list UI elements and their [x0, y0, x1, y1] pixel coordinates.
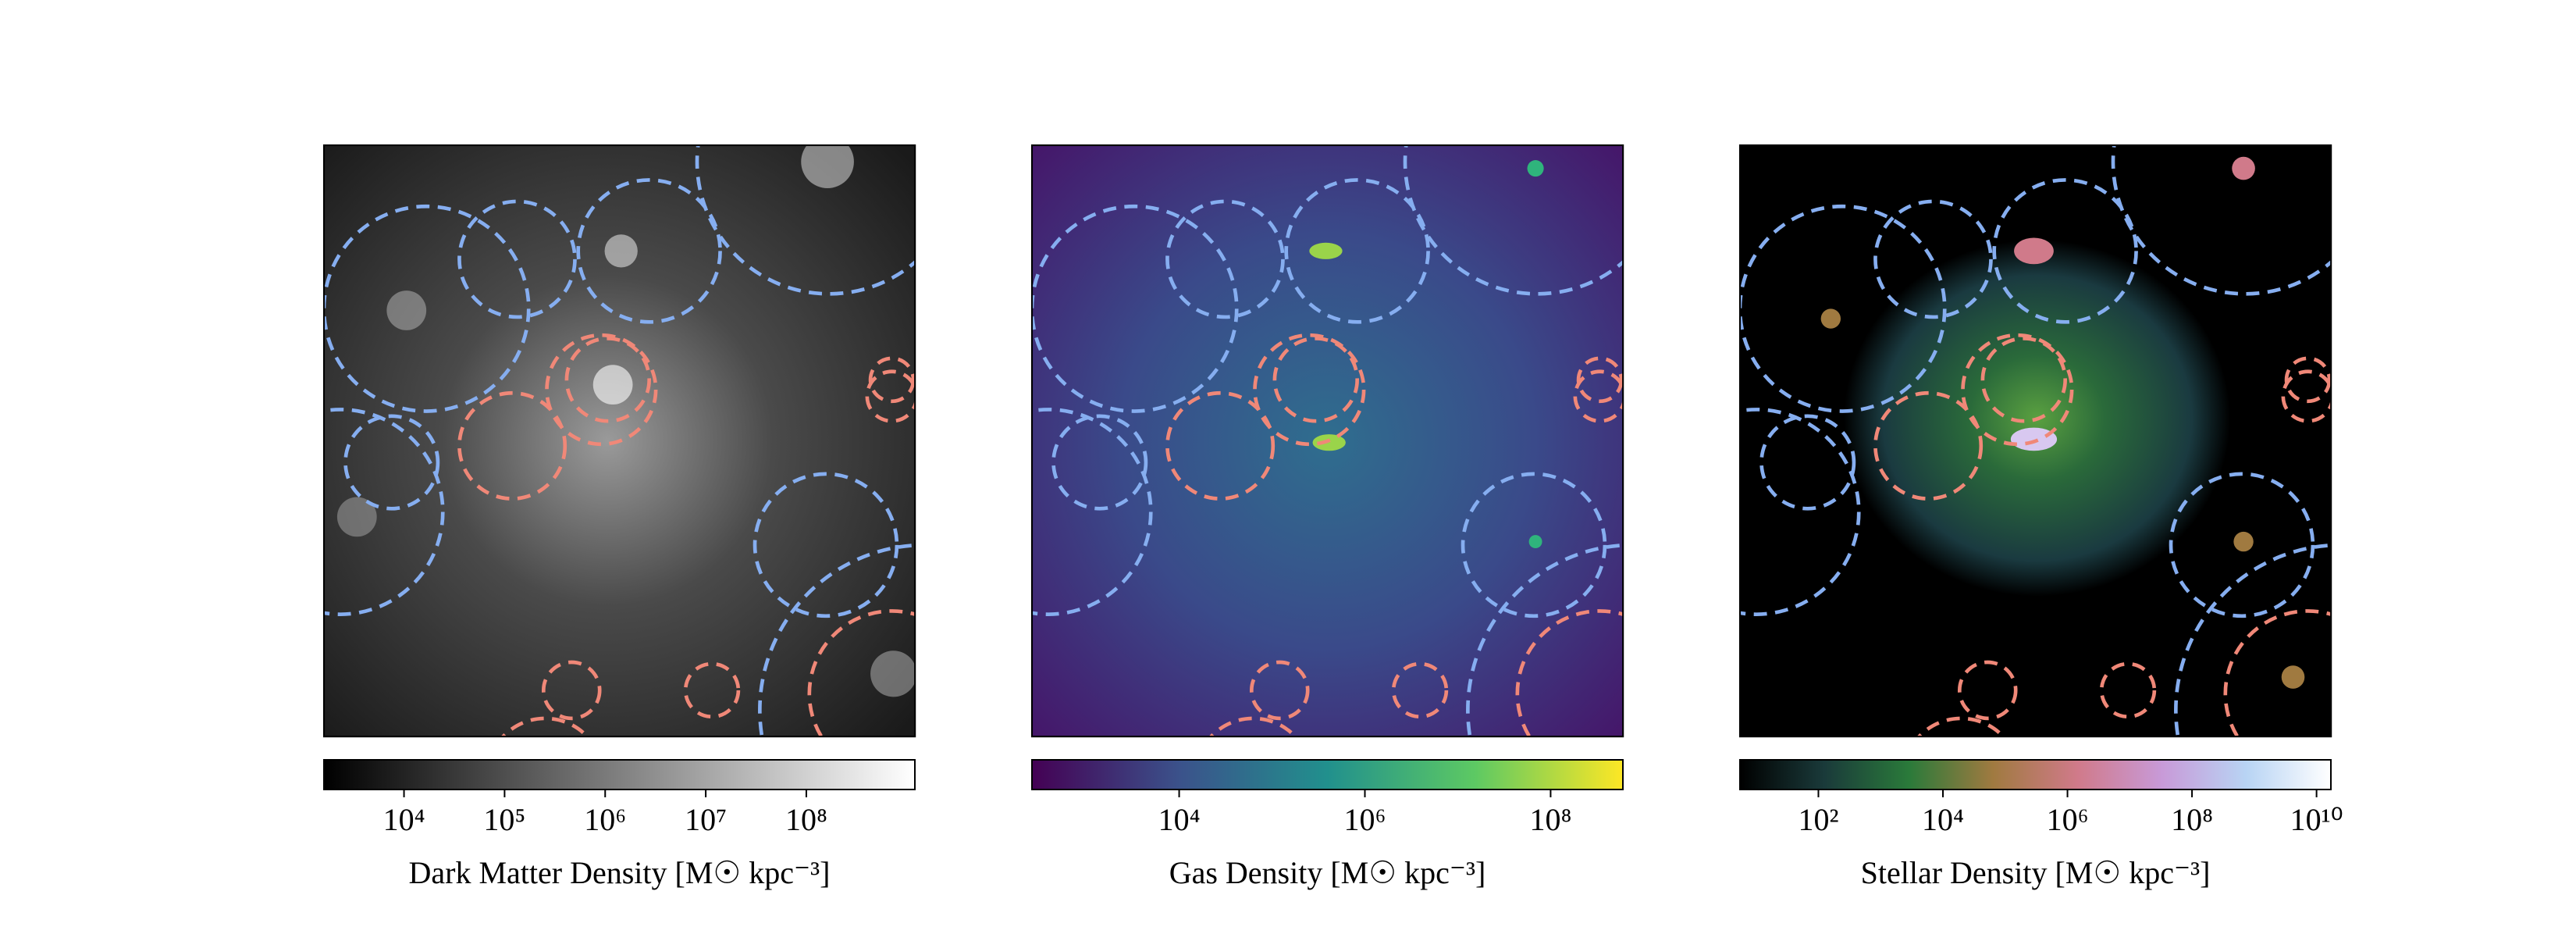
colorbar-label: Dark Matter Density [M☉ kpc⁻³]: [409, 855, 831, 890]
colorbar-tick-label: 10⁴: [1922, 802, 1964, 837]
colorbar: [1739, 759, 2332, 790]
colorbar: [323, 759, 916, 790]
dark-matter-panel: [322, 144, 916, 738]
colorbar-tick-label: 10⁸: [1529, 802, 1571, 837]
colorbar: [1031, 759, 1624, 790]
colorbar-tick-label: 10⁴: [1158, 802, 1201, 837]
colorbar-tick-label: 10⁶: [584, 802, 626, 837]
colorbar-tick-label: 10⁶: [1344, 802, 1386, 837]
colorbar-tick-label: 10⁷: [685, 802, 727, 837]
stellar-panel: [1738, 144, 2332, 738]
colorbar-tick-label: 10⁸: [2171, 802, 2213, 837]
gas-panel: [1030, 144, 1624, 738]
colorbar-label: Stellar Density [M☉ kpc⁻³]: [1861, 855, 2211, 890]
colorbar-label: Gas Density [M☉ kpc⁻³]: [1169, 855, 1486, 890]
colorbar-tick-label: 10⁴: [383, 802, 425, 837]
colorbar-tick-label: 10²: [1798, 802, 1838, 837]
colorbar-tick-label: 10⁸: [785, 802, 827, 837]
colorbar-tick-label: 10¹⁰: [2290, 802, 2343, 837]
colorbar-tick-label: 10⁶: [2047, 802, 2089, 837]
colorbar-tick-label: 10⁵: [483, 802, 525, 837]
